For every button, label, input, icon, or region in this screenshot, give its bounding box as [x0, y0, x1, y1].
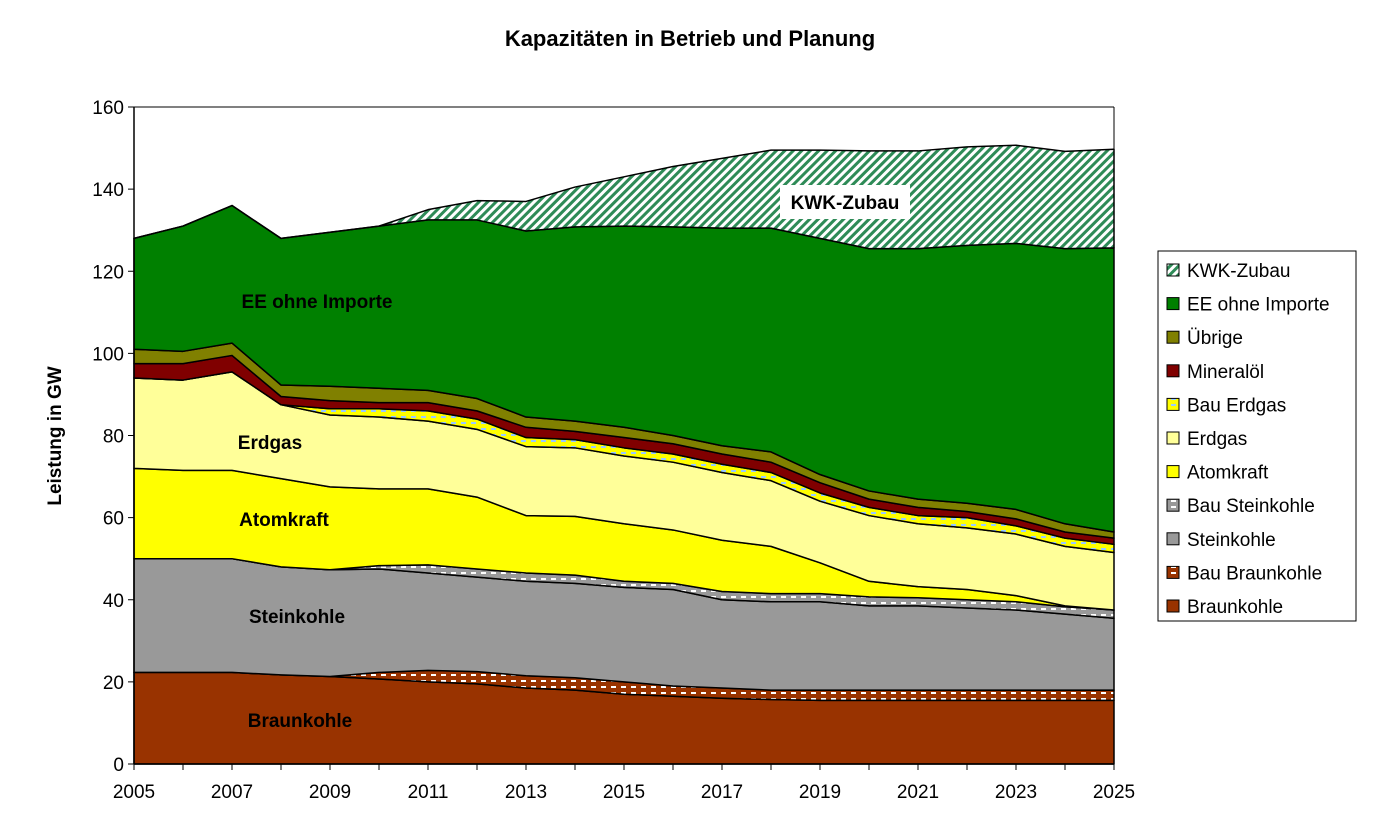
annotation-erdgas: Erdgas [238, 433, 302, 454]
x-tick-label: 2025 [1093, 782, 1135, 803]
y-tick-label: 0 [113, 755, 124, 776]
legend-item-bau-steinkohle: Bau Steinkohle [1166, 496, 1315, 517]
x-tick-label: 2009 [309, 782, 351, 803]
x-tick-label: 2013 [505, 782, 547, 803]
y-tick-label: 140 [92, 180, 124, 201]
y-tick-label: 160 [92, 98, 124, 119]
legend-item-braunkohle: Braunkohle [1166, 597, 1283, 618]
legend-swatch [1166, 364, 1180, 378]
legend-item-kwk-zubau: KWK-Zubau [1166, 261, 1290, 282]
legend-swatch [1166, 532, 1180, 546]
x-tick-label: 2015 [603, 782, 645, 803]
legend-swatch [1166, 599, 1180, 613]
legend [1157, 250, 1357, 622]
x-tick-label: 2019 [799, 782, 841, 803]
legend-label: Bau Braunkohle [1187, 563, 1322, 584]
x-tick-label: 2007 [211, 782, 253, 803]
y-tick-label: 80 [103, 427, 124, 448]
legend-item-mineraloel: Mineralöl [1166, 362, 1264, 383]
legend-label: Steinkohle [1187, 530, 1276, 551]
legend-swatch [1166, 330, 1180, 344]
annotation-ee-ohne-importe: EE ohne Importe [242, 292, 393, 313]
legend-swatch [1166, 263, 1180, 277]
annotation-background [780, 185, 910, 219]
legend-item-ee-ohne-importe: EE ohne Importe [1166, 295, 1330, 316]
legend-label: Erdgas [1187, 429, 1247, 450]
legend-label: EE ohne Importe [1187, 295, 1330, 316]
x-tick-label: 2011 [408, 782, 449, 803]
annotation-kwk-zubau: KWK-Zubau [791, 193, 900, 214]
legend-label: Bau Steinkohle [1187, 496, 1315, 517]
legend-swatch [1166, 431, 1180, 445]
legend-label: Braunkohle [1187, 597, 1283, 618]
y-tick-label: 100 [92, 344, 124, 365]
annotation-steinkohle: Steinkohle [249, 607, 345, 628]
legend-swatch [1166, 397, 1180, 411]
legend-label: Mineralöl [1187, 362, 1264, 383]
legend-item-bau-braunkohle: Bau Braunkohle [1166, 563, 1322, 584]
y-axis-label: Leistung in GW [45, 366, 66, 505]
legend-item-atomkraft: Atomkraft [1166, 463, 1269, 484]
legend-label: KWK-Zubau [1187, 261, 1290, 282]
y-tick-label: 60 [103, 509, 124, 530]
y-tick-label: 20 [103, 673, 124, 694]
legend-item-uebrige: Übrige [1166, 328, 1243, 349]
x-tick-label: 2017 [701, 782, 743, 803]
legend-swatch [1166, 565, 1180, 579]
x-tick-label: 2021 [897, 782, 939, 803]
x-tick-label: 2005 [113, 782, 155, 803]
x-tick-label: 2023 [995, 782, 1037, 803]
legend-swatch [1166, 465, 1180, 479]
annotation-braunkohle: Braunkohle [248, 711, 353, 732]
legend-item-steinkohle: Steinkohle [1166, 530, 1276, 551]
legend-label: Übrige [1187, 328, 1243, 349]
legend-item-erdgas: Erdgas [1166, 429, 1247, 450]
legend-item-bau-erdgas: Bau Erdgas [1166, 395, 1286, 416]
legend-swatch [1166, 498, 1180, 512]
y-tick-label: 120 [92, 262, 124, 283]
legend-label: Bau Erdgas [1187, 395, 1286, 416]
y-tick-label: 40 [103, 591, 124, 612]
annotation-atomkraft: Atomkraft [239, 510, 329, 531]
legend-label: Atomkraft [1187, 463, 1269, 484]
legend-swatch [1166, 297, 1180, 311]
chart-title: Kapazitäten in Betrieb und Planung [505, 26, 875, 51]
